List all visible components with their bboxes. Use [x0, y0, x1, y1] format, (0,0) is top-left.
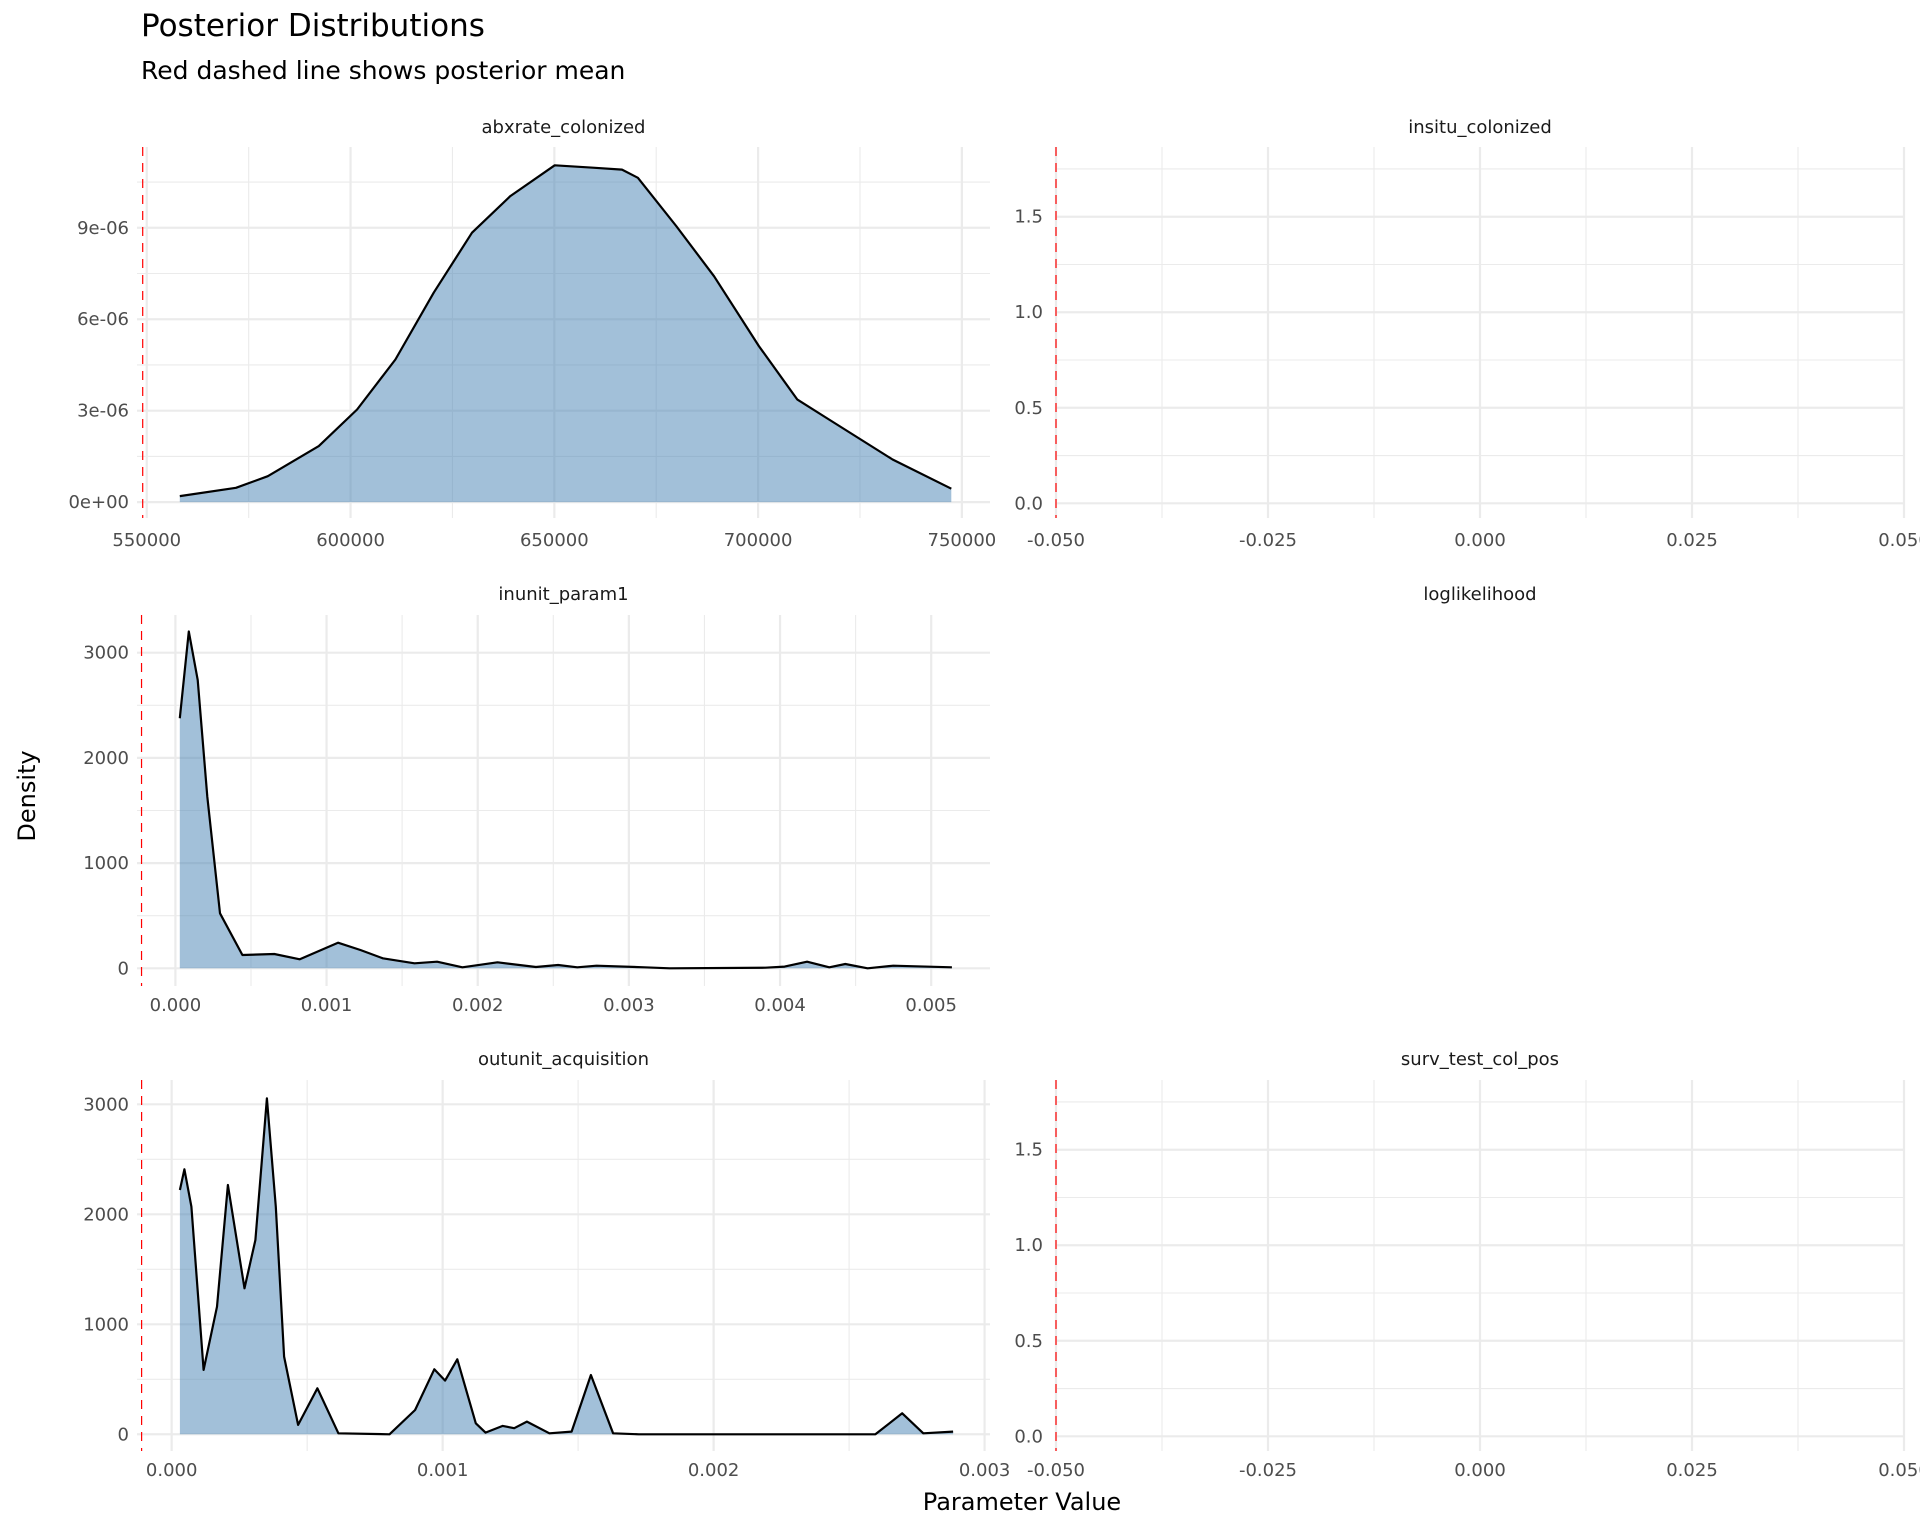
y-tick-label: 1.0: [1014, 302, 1043, 323]
density-line: [178, 1097, 954, 1436]
x-tick-label: 0.000: [146, 1460, 198, 1481]
x-tick-label: 0.025: [1666, 530, 1718, 551]
panel-title: surv_test_col_pos: [1401, 1049, 1559, 1070]
x-tick-label: 0.050: [1878, 1460, 1920, 1481]
panel-inunit_param1: inunit_param1 0.000 0.001 0.002 0.003 0.004 0.…: [83, 584, 990, 1016]
y-tick-label: 0.5: [1014, 1331, 1043, 1352]
y-tick-label: 2000: [83, 1204, 129, 1225]
panel-outunit_acquisition: outunit_acquisition 0.000 0.001 0.002 0.003 0…: [83, 1049, 1010, 1481]
x-tick-label: -0.050: [1027, 530, 1085, 551]
y-tick-label: 1.5: [1014, 207, 1043, 228]
panel-title: loglikelihood: [1423, 584, 1536, 605]
x-tick-label: 0.050: [1878, 530, 1920, 551]
panel-title: outunit_acquisition: [478, 1049, 649, 1070]
x-axis-label: Parameter Value: [922, 1488, 1122, 1516]
density-line: [179, 164, 952, 498]
density-area: [179, 1098, 954, 1435]
y-tick-label: 0: [118, 958, 129, 979]
x-tick-label: 0.001: [301, 995, 353, 1016]
panel-loglikelihood: loglikelihood: [1423, 584, 1536, 605]
y-tick-label: 0: [118, 1424, 129, 1445]
y-tick-label: 1000: [83, 1314, 129, 1335]
panel-title: insitu_colonized: [1408, 117, 1552, 138]
y-tick-label: 0.0: [1014, 493, 1043, 514]
y-tick-label: 0e+00: [68, 492, 129, 513]
density-line: [178, 630, 952, 970]
y-tick-label: 1000: [83, 853, 129, 874]
y-tick-label: 3e-06: [77, 401, 129, 422]
x-tick-label: 600000: [316, 530, 385, 551]
panel-insitu_colonized: insitu_colonized -0.050 -0.025 0.000 0.025 0.…: [1014, 117, 1920, 551]
y-tick-label: 9e-06: [77, 218, 129, 239]
x-tick-label: -0.025: [1239, 530, 1297, 551]
x-tick-label: 0.002: [688, 1460, 740, 1481]
y-tick-label: 3000: [83, 1094, 129, 1115]
density-area: [179, 631, 952, 969]
chart-subtitle: Red dashed line shows posterior mean: [141, 56, 626, 85]
y-tick-label: 6e-06: [77, 309, 129, 330]
x-tick-label: 0.001: [417, 1460, 469, 1481]
panel-title: inunit_param1: [498, 584, 628, 605]
y-tick-label: 2000: [83, 748, 129, 769]
x-tick-label: 0.002: [452, 995, 504, 1016]
panel-title: abxrate_colonized: [482, 117, 646, 138]
x-tick-label: 0.000: [150, 995, 202, 1016]
x-tick-label: 750000: [928, 530, 997, 551]
y-tick-label: 1.0: [1014, 1235, 1043, 1256]
x-tick-label: 650000: [520, 530, 589, 551]
y-tick-label: 0.0: [1014, 1426, 1043, 1447]
x-tick-label: -0.025: [1239, 1460, 1297, 1481]
y-tick-label: 3000: [83, 643, 129, 664]
x-tick-label: 550000: [112, 530, 181, 551]
y-tick-label: 1.5: [1014, 1140, 1043, 1161]
density-area: [179, 165, 952, 503]
x-tick-label: 0.004: [754, 995, 806, 1016]
x-tick-label: 700000: [724, 530, 793, 551]
x-tick-label: -0.050: [1027, 1460, 1085, 1481]
x-tick-label: 0.025: [1666, 1460, 1718, 1481]
x-tick-label: 0.000: [1454, 1460, 1506, 1481]
x-tick-label: 0.000: [1454, 530, 1506, 551]
x-tick-label: 0.005: [905, 995, 957, 1016]
y-axis-label: Density: [13, 750, 41, 842]
panel-surv_test_col_pos: surv_test_col_pos -0.050 -0.025 0.000 0.025 0…: [1014, 1049, 1920, 1481]
x-tick-label: 0.003: [959, 1460, 1011, 1481]
panel-abxrate_colonized: abxrate_colonized 550000 600000 650000 70000…: [68, 117, 996, 551]
x-tick-label: 0.003: [603, 995, 655, 1016]
y-tick-label: 0.5: [1014, 398, 1043, 419]
chart-title: Posterior Distributions: [141, 8, 485, 44]
